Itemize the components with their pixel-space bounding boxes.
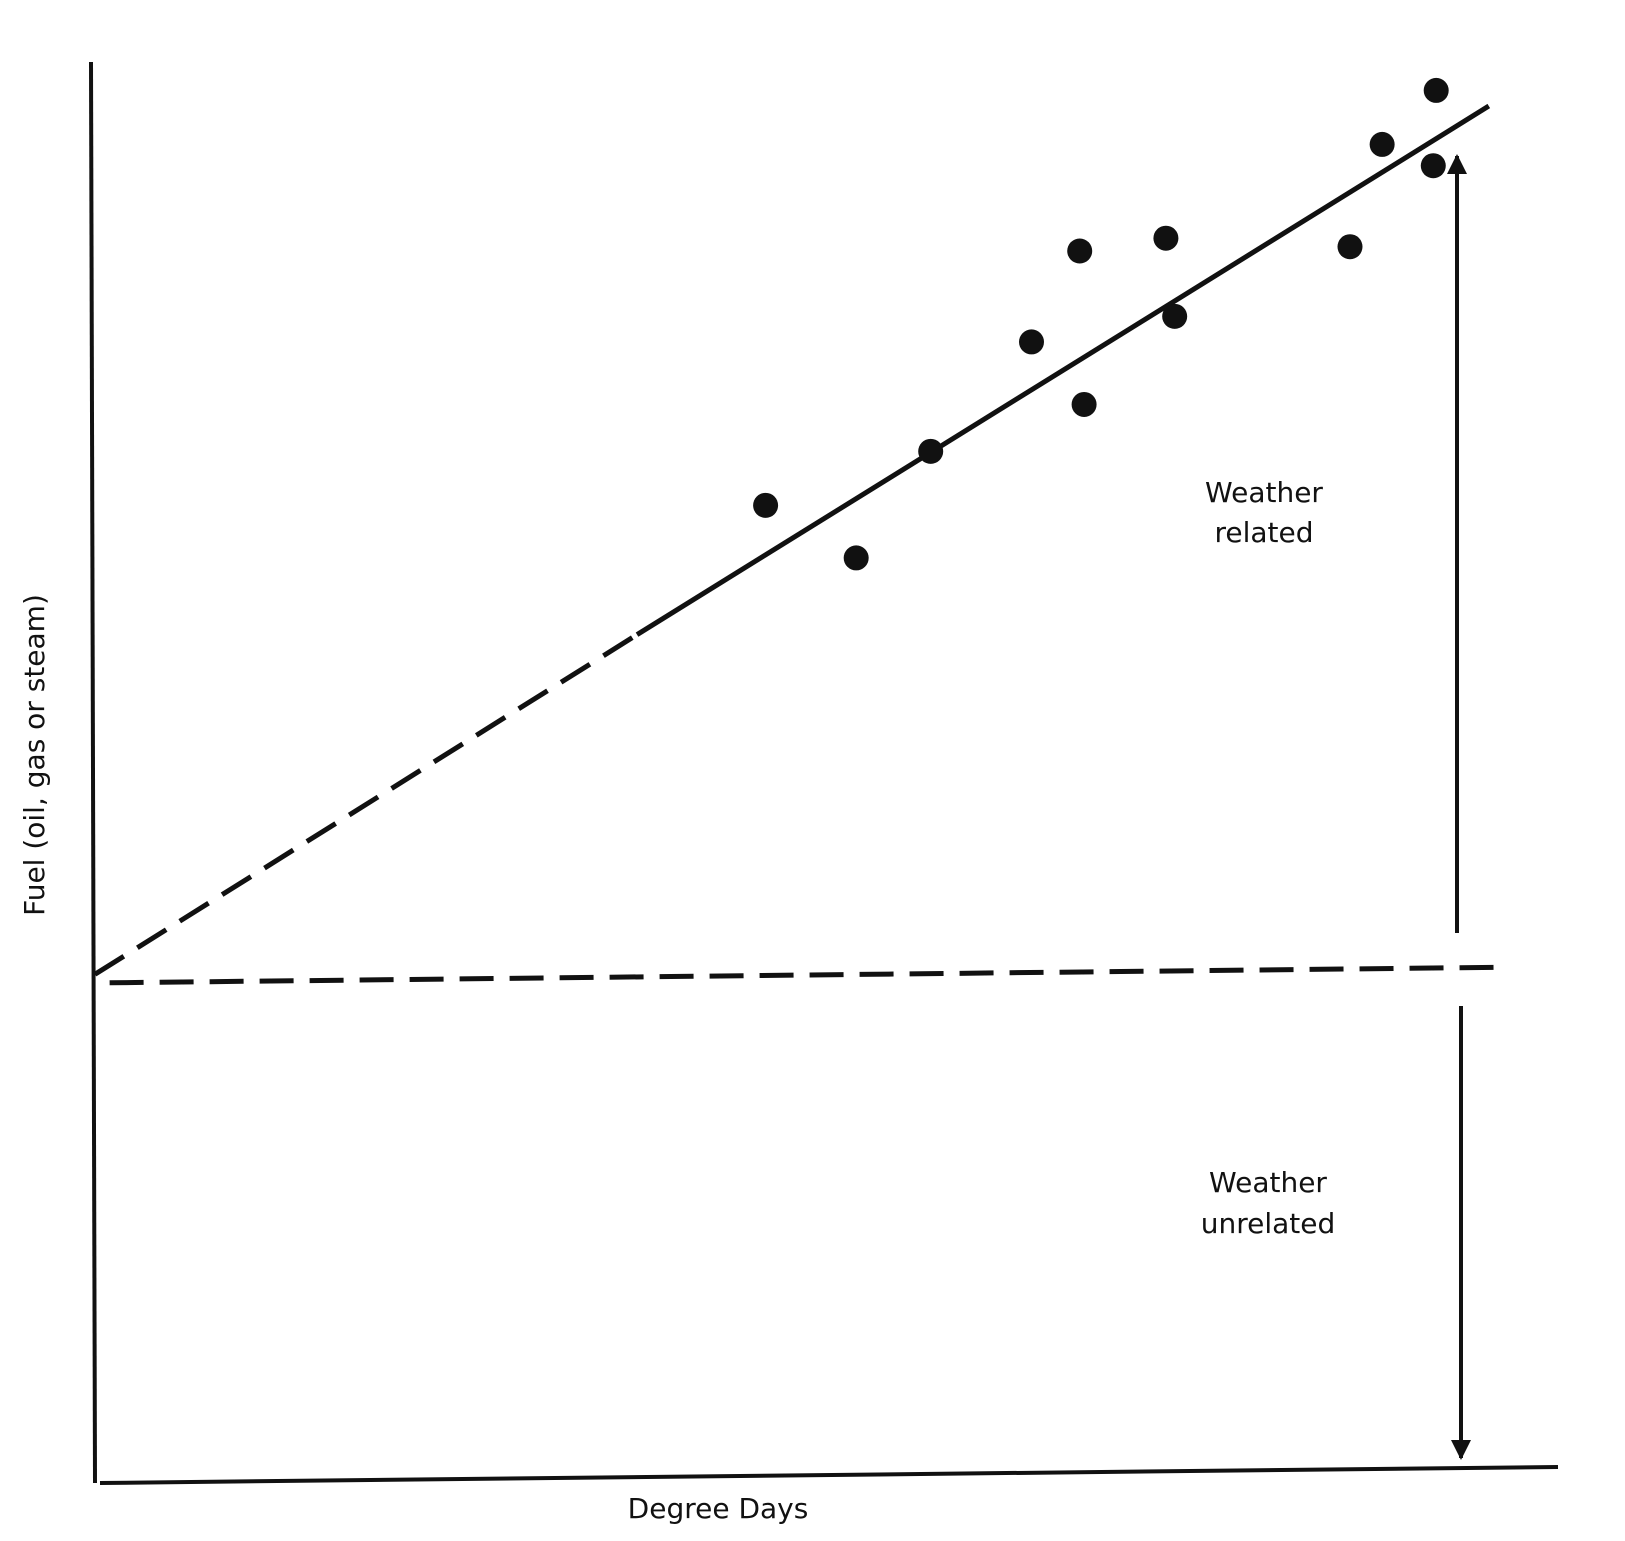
point xyxy=(1162,303,1188,329)
trend-line-dashed xyxy=(93,632,639,977)
annotation: Weather xyxy=(1205,476,1323,509)
annotation: unrelated xyxy=(1201,1207,1336,1240)
y-axis-label: Fuel (oil, gas or steam) xyxy=(18,594,51,916)
point xyxy=(1153,225,1179,251)
annotation: Weather xyxy=(1209,1166,1327,1199)
annotation: related xyxy=(1214,516,1313,549)
point xyxy=(1337,234,1363,260)
point xyxy=(1019,329,1045,355)
baseline xyxy=(109,964,1510,986)
point xyxy=(1423,77,1449,103)
x-axis-label: Degree Days xyxy=(628,1492,809,1525)
point xyxy=(1071,391,1097,417)
point xyxy=(753,492,779,518)
x-axis xyxy=(99,1465,1559,1485)
y-axis xyxy=(89,61,97,1484)
trend-line xyxy=(635,103,1491,637)
point xyxy=(1420,153,1446,179)
point xyxy=(1067,238,1093,264)
point xyxy=(1369,131,1395,157)
point xyxy=(918,438,944,464)
point xyxy=(843,545,869,571)
